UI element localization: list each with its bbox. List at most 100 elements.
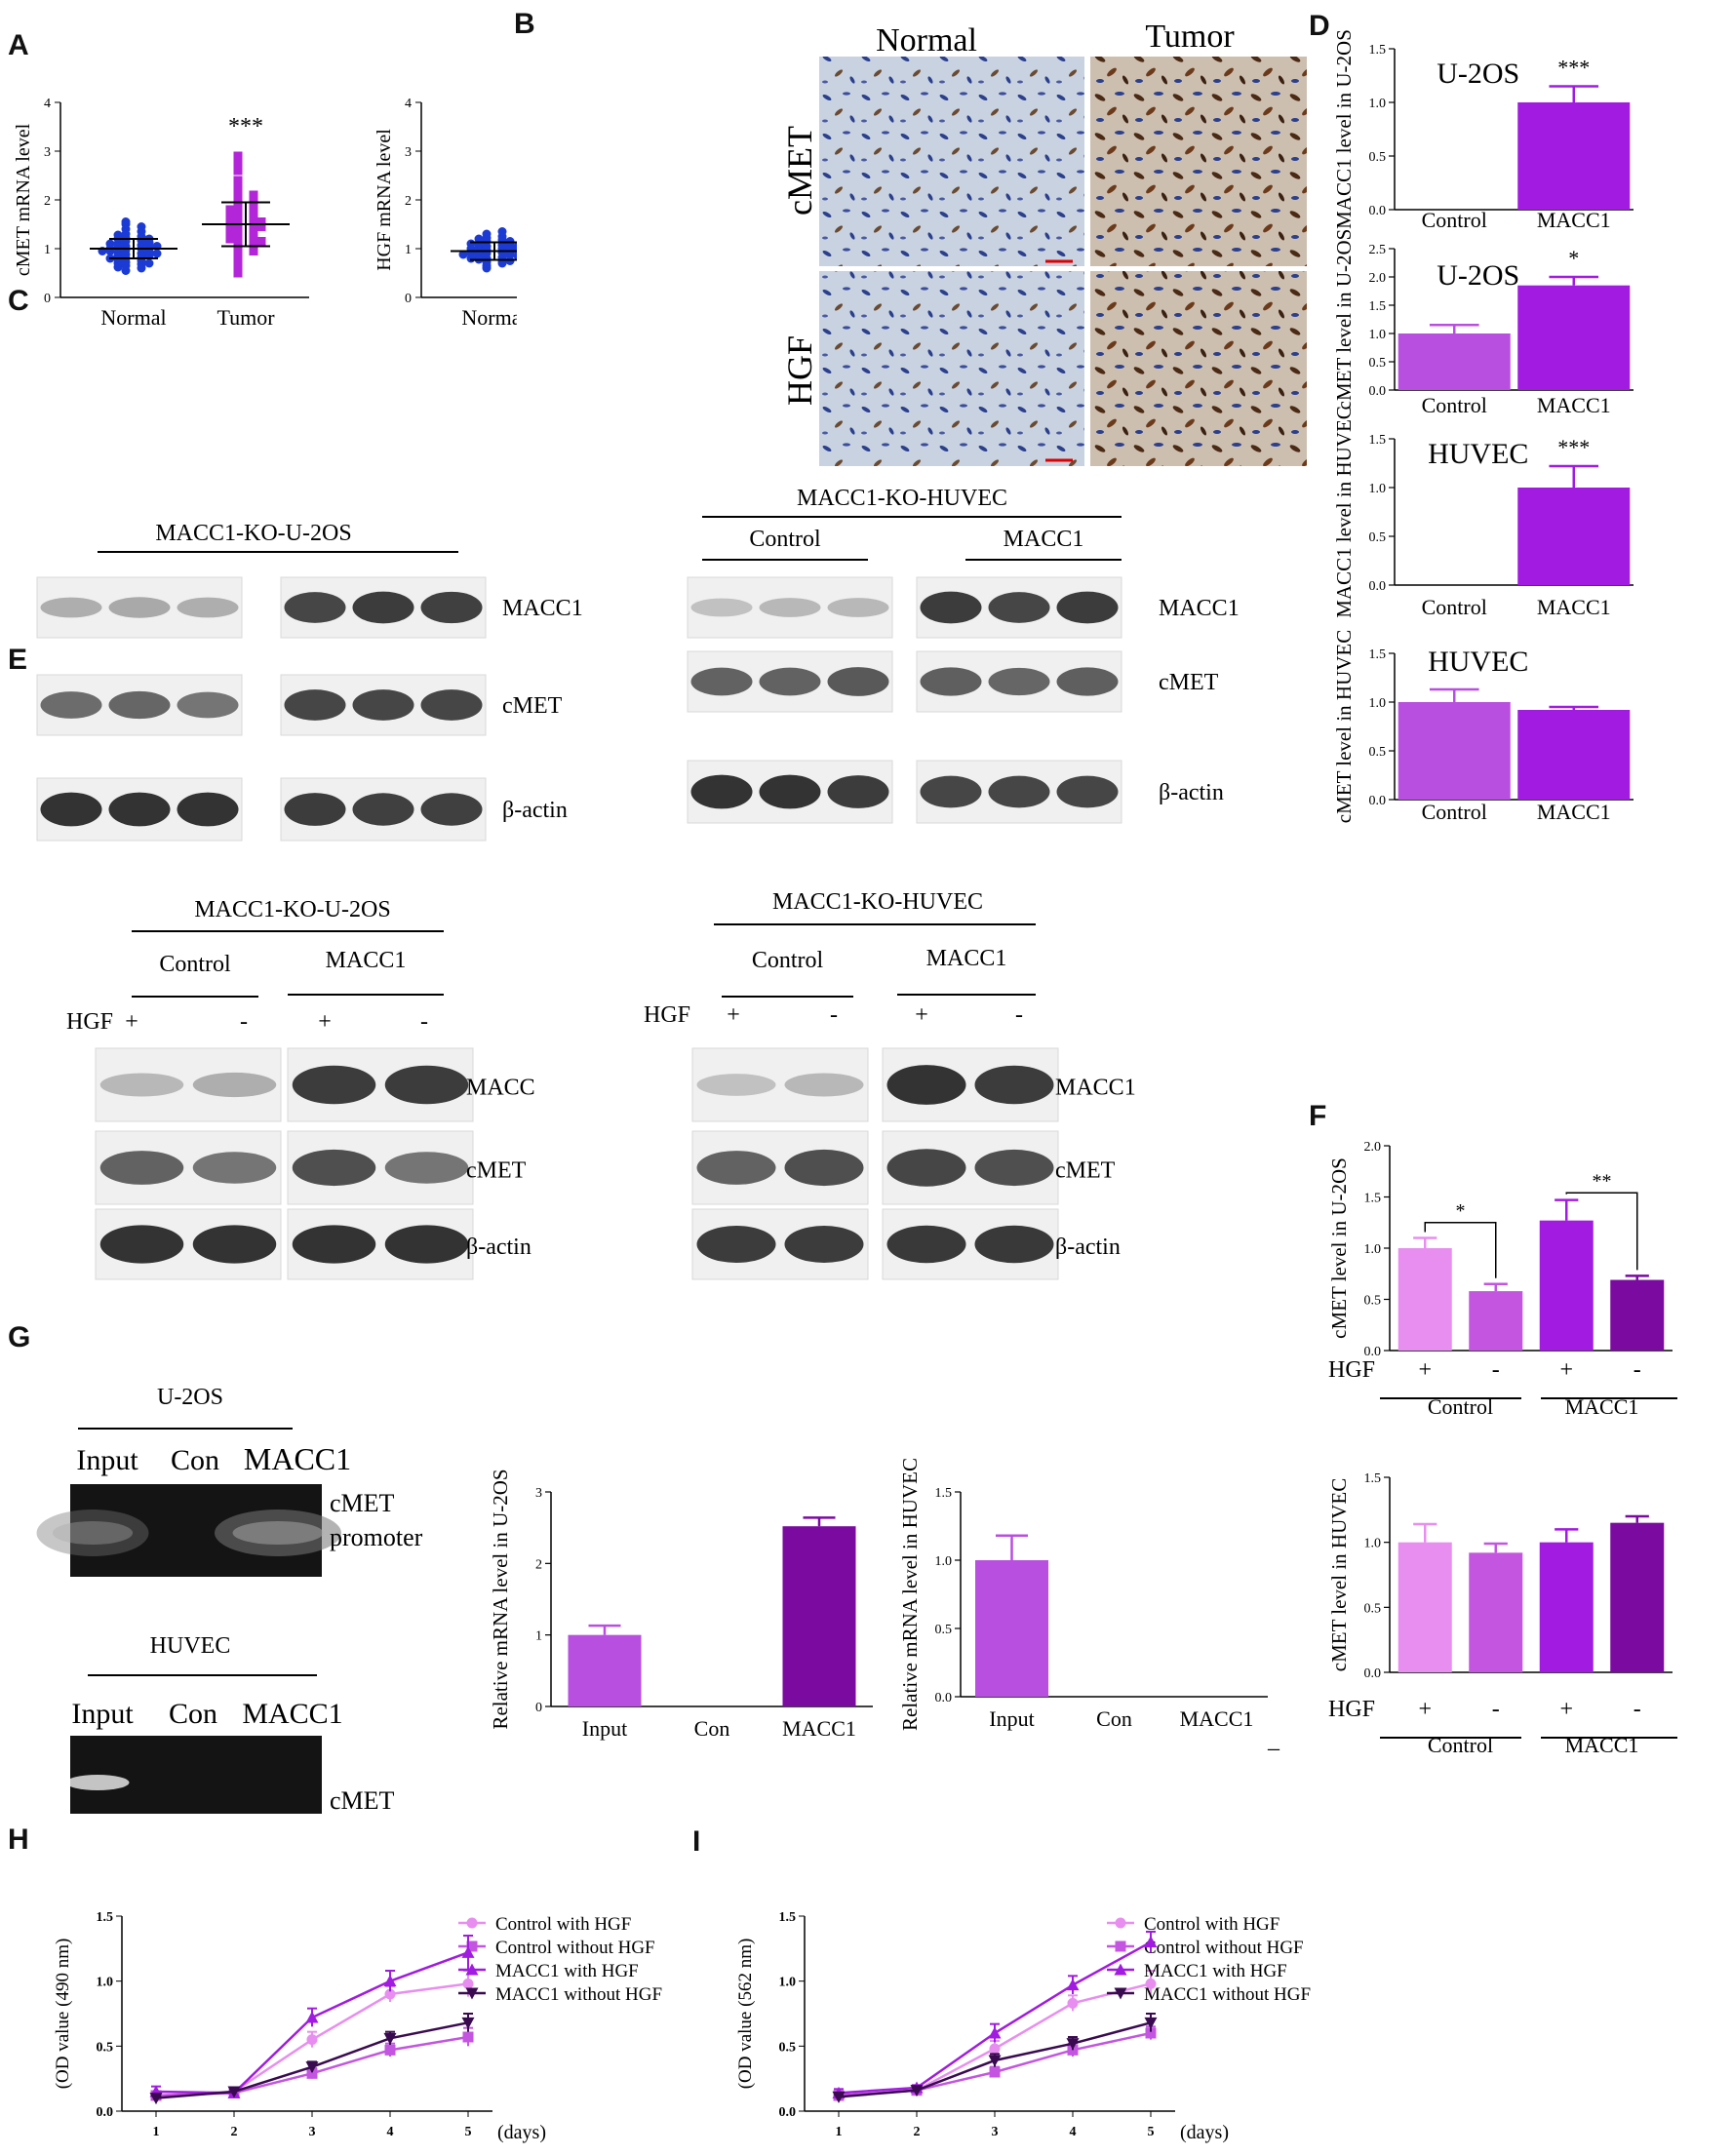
d-bar-2-ylabel: MACC1 level in HUVEC: [1332, 406, 1356, 618]
scatter-0-point-tumor: [225, 224, 235, 234]
d-bar-2-tick-label: 1.0: [1369, 482, 1387, 496]
panel-label-a: A: [8, 29, 29, 61]
f-bar-1-bar: [1397, 1542, 1452, 1672]
scatter-0-point-tumor: [233, 205, 243, 215]
blot-e-1-membrane-control: [691, 1047, 869, 1122]
f-bar-0-hgf-sign: -: [1492, 1357, 1500, 1383]
blot-e-0-membrane-macc1: [287, 1208, 474, 1280]
blot-c-1-band: [1056, 591, 1119, 624]
blot-c-1-band: [988, 775, 1050, 808]
panel-e-western-blots: MACC1-KO-U-2OS Control MACC1 HGF + - + - MACC cME…: [66, 889, 1136, 1280]
blot-c-0-membrane-control: [36, 576, 243, 639]
d-bar-3-title: HUVEC: [1428, 646, 1528, 678]
blot-e-1-band: [696, 1151, 776, 1185]
f-bar-0-hgf-sign: +: [1418, 1357, 1432, 1383]
blot-e-0-hgf-sign: +: [125, 1009, 138, 1035]
growth-H-point: [462, 1978, 474, 1989]
growth-I-xtick-label: 3: [992, 2125, 999, 2139]
blot-e-0-hgf-sign: -: [420, 1009, 428, 1035]
scatter-1-group-normal: Normal: [461, 305, 517, 330]
f-bar-1-tick-label: 0.0: [1364, 1666, 1382, 1681]
f-bar-0-hgf-label: HGF: [1328, 1357, 1375, 1383]
growth-I-point: [1114, 1987, 1127, 2000]
blot-c-0-band: [420, 689, 483, 721]
d-bar-3-ylabel: cMET level in HUVEC: [1332, 630, 1356, 824]
growth-I-point: [1144, 1936, 1158, 1948]
panel-label-g: G: [8, 1321, 31, 1353]
g-bar-0-category-label: MACC1: [782, 1716, 856, 1741]
scatter-0-point-tumor: [249, 227, 258, 236]
scatter-0-point-normal: [144, 258, 154, 268]
scatter-1-point-normal: [466, 254, 476, 263]
d-bar-3-bar: [1517, 710, 1631, 800]
growth-I-legend-label: Control with HGF: [1144, 1914, 1279, 1935]
blot-c-0-band: [352, 689, 414, 721]
d-bar-1-bar: [1397, 333, 1511, 390]
d-bar-1-tick-label: 2.5: [1369, 243, 1387, 257]
growth-H-point: [384, 1988, 396, 2000]
f-bar-0-sig-bracket: [1424, 1222, 1497, 1278]
gel-1-lane-label: Con: [169, 1698, 217, 1730]
blot-c-0-band-label: MACC1: [502, 596, 583, 621]
blot-e-1-membrane-macc1: [882, 1047, 1059, 1122]
blot-e-1-membrane-macc1: [882, 1208, 1059, 1280]
growth-H-point: [227, 2086, 241, 2098]
scatter-1-point-normal: [497, 227, 507, 236]
g-bar-1-tick-label: 1.0: [935, 1554, 953, 1569]
scatter-0-point-tumor: [233, 200, 243, 210]
blot-e-0-band: [384, 1152, 469, 1184]
panel-c-western-blots: MACC1-KO-U-2OS Control MACC1 MACC1 cMET β-act…: [36, 486, 1240, 842]
f-bar-1-bar: [1469, 1552, 1523, 1672]
growth-I-point: [1066, 2038, 1080, 2051]
growth-H-xtick-label: 3: [309, 2125, 316, 2139]
growth-I-point: [832, 2091, 846, 2103]
scatter-0-point-tumor: [256, 237, 266, 246]
d-bar-1-tick-label: 0.0: [1369, 384, 1387, 399]
growth-H-xtick-label: 1: [153, 2125, 160, 2139]
f-bar-0-hgf-sign: +: [1559, 1357, 1573, 1383]
scatter-0-point-tumor: [233, 159, 243, 168]
blot-e-1-hgf-sign: +: [915, 1002, 928, 1028]
growth-H-point: [306, 2034, 318, 2046]
growth-H-point: [466, 1917, 478, 1929]
gel-1-dna-band: [65, 1775, 130, 1790]
growth-H-tick-label: 0.0: [97, 2105, 114, 2120]
scatter-1-tick-label: 0: [405, 292, 412, 306]
scatter-1-tick-label: 4: [405, 97, 412, 111]
blot-c-1-membrane-macc1: [916, 576, 1122, 639]
d-bar-3-tick-label: 0.5: [1369, 745, 1387, 760]
d-bar-1-category-label: Control: [1422, 393, 1487, 417]
growth-H-xtick-label: 2: [231, 2125, 238, 2139]
scatter-0-point-normal: [152, 249, 162, 258]
panel-d-bar-charts: 0.0 0.5 1.0 1.5 MACC1 level in U-2OS U-2OS Con…: [1332, 29, 1634, 824]
blot-c-0-band-label: cMET: [502, 693, 563, 719]
f-bar-1-hgf-sign: +: [1418, 1697, 1432, 1722]
growth-I-xtick-label: 2: [914, 2125, 921, 2139]
f-bar-0-bar: [1539, 1220, 1594, 1351]
blot-c-1-band: [759, 598, 821, 617]
growth-I-xtick-label: 4: [1070, 2125, 1077, 2139]
gel-1-lane-label: Input: [71, 1698, 134, 1730]
blot-c-0-membrane-macc1: [280, 576, 487, 639]
growth-H-series: MACC1 without HGF: [149, 1984, 662, 2105]
gel-0-label-line2: promoter: [330, 1523, 423, 1551]
growth-H-legend-label: MACC1 without HGF: [495, 1984, 662, 2005]
f-bar-1-bar: [1610, 1522, 1665, 1672]
blot-e-1-band: [886, 1225, 966, 1264]
blot-c-1-title: MACC1-KO-HUVEC: [797, 486, 1007, 511]
d-bar-2-sig: ***: [1557, 435, 1590, 459]
growth-I-tick-label: 1.5: [779, 1910, 797, 1925]
blot-e-0-hgf-sign: -: [240, 1009, 248, 1035]
d-bar-0-tick-label: 1.5: [1369, 43, 1387, 58]
scatter-0-point-normal: [105, 239, 115, 249]
f-bar-0: 0.0 0.5 1.0 1.5 2.0 cMET level in U-2OS HGF + - +…: [1327, 1140, 1677, 1419]
d-bar-2: 0.0 0.5 1.0 1.5 MACC1 level in HUVEC HUVEC Con…: [1332, 406, 1634, 619]
f-bar-0-tick-label: 1.5: [1364, 1192, 1382, 1206]
growth-H-ylabel: (OD value (490 nm): [53, 1939, 73, 2090]
d-bar-1-bar: [1517, 285, 1631, 390]
blot-e-1-band: [886, 1065, 966, 1105]
growth-H-legend-label: Control with HGF: [495, 1914, 631, 1935]
blot-c-1-group-macc1: MACC1: [1004, 527, 1084, 552]
scatter-0-point-tumor: [233, 180, 243, 190]
